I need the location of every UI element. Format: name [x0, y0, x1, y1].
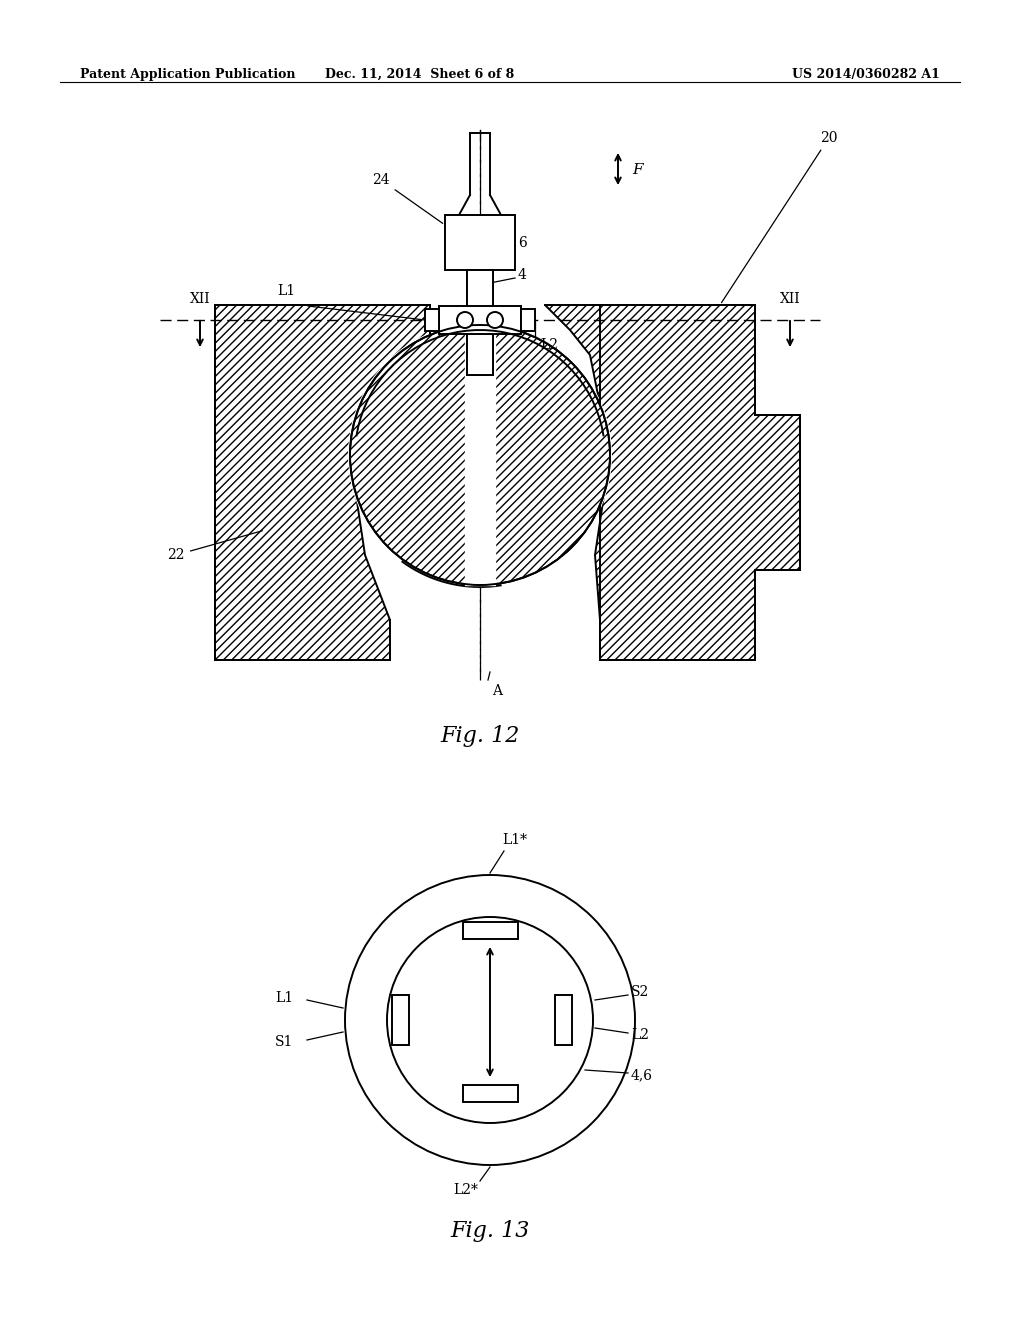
Text: 4: 4	[518, 268, 527, 282]
Circle shape	[457, 312, 473, 327]
Text: XII: XII	[189, 292, 210, 306]
Text: L1*: L1*	[502, 833, 527, 847]
Polygon shape	[467, 271, 493, 375]
Bar	[391, 995, 409, 1045]
Text: Fig. 12: Fig. 12	[440, 725, 520, 747]
Polygon shape	[215, 305, 430, 660]
Bar	[463, 921, 517, 939]
Polygon shape	[467, 271, 493, 375]
Circle shape	[348, 323, 612, 587]
Text: Patent Application Publication: Patent Application Publication	[80, 69, 296, 81]
Text: 20: 20	[722, 131, 838, 302]
Text: A: A	[492, 684, 502, 698]
Text: 24: 24	[373, 173, 442, 223]
Text: 6: 6	[518, 236, 526, 249]
Text: L2*: L2*	[454, 1183, 478, 1197]
Polygon shape	[465, 325, 495, 585]
Text: L2: L2	[631, 1028, 649, 1041]
Bar	[521, 309, 535, 331]
Polygon shape	[545, 305, 800, 660]
Text: S2: S2	[631, 985, 649, 999]
Bar	[555, 995, 571, 1045]
Text: L1: L1	[276, 284, 295, 298]
Circle shape	[345, 875, 635, 1166]
Text: S1: S1	[274, 1035, 293, 1049]
Text: L2: L2	[540, 338, 558, 352]
Circle shape	[487, 312, 503, 327]
Bar	[425, 309, 439, 331]
Bar	[463, 1085, 517, 1101]
Text: Fig. 13: Fig. 13	[451, 1220, 529, 1242]
Text: L1: L1	[274, 991, 293, 1005]
Bar	[439, 306, 521, 334]
Text: Dec. 11, 2014  Sheet 6 of 8: Dec. 11, 2014 Sheet 6 of 8	[326, 69, 515, 81]
Circle shape	[350, 325, 610, 585]
Text: XII: XII	[779, 292, 801, 306]
Text: 4,6: 4,6	[631, 1068, 653, 1082]
Polygon shape	[445, 215, 515, 271]
Text: 22: 22	[168, 531, 262, 562]
Circle shape	[387, 917, 593, 1123]
Text: F: F	[632, 162, 643, 177]
Text: US 2014/0360282 A1: US 2014/0360282 A1	[793, 69, 940, 81]
